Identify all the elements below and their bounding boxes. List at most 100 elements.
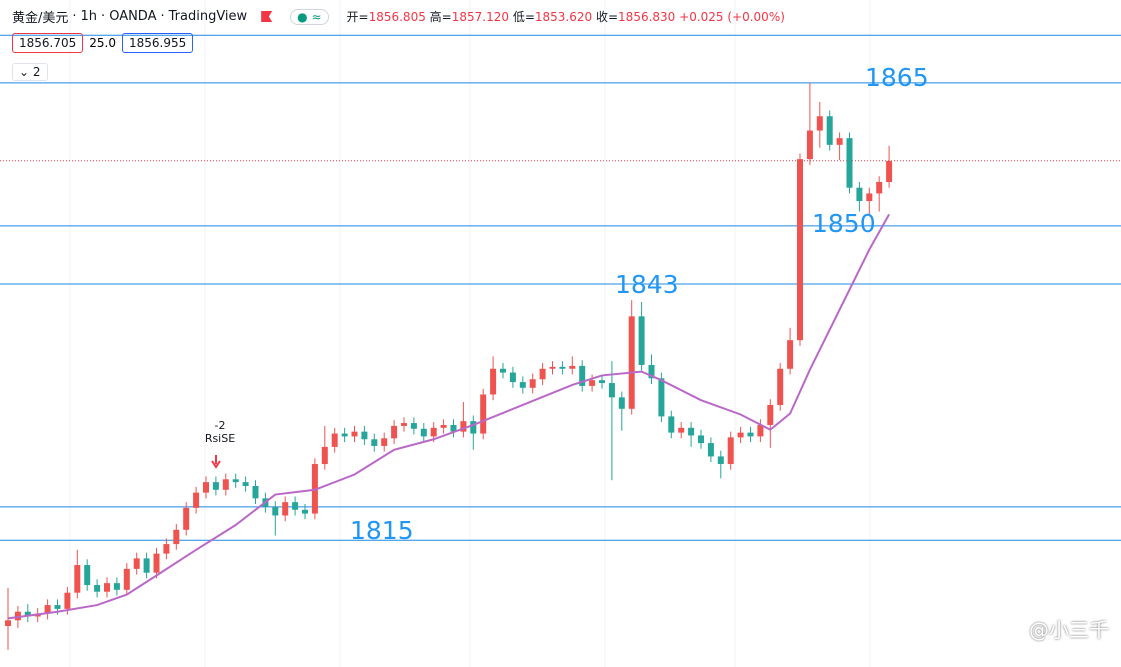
candle-body bbox=[381, 438, 388, 446]
candle-body bbox=[628, 316, 635, 409]
annotation: 1815 bbox=[350, 516, 414, 545]
candle-body bbox=[361, 431, 368, 440]
candle-body bbox=[846, 138, 853, 188]
candle-body bbox=[123, 568, 130, 590]
broker: OANDA bbox=[109, 9, 157, 24]
sep: · bbox=[160, 9, 165, 24]
moving-average bbox=[7, 213, 890, 620]
candle-body bbox=[668, 416, 675, 433]
bid[interactable]: 1856.705 bbox=[12, 33, 84, 53]
candle-body bbox=[826, 116, 833, 145]
candle-body bbox=[737, 432, 744, 438]
candle-body bbox=[470, 421, 477, 434]
candle-body bbox=[331, 433, 338, 447]
candle-body bbox=[638, 316, 645, 365]
candle-body bbox=[599, 380, 605, 384]
candle-body bbox=[539, 368, 546, 380]
source: TradingView bbox=[168, 9, 248, 24]
candle-body bbox=[44, 605, 51, 614]
grid bbox=[69, 0, 871, 667]
candle-body bbox=[212, 482, 219, 490]
signal-arrow bbox=[211, 455, 221, 469]
candle-body bbox=[767, 404, 774, 425]
candle-body bbox=[816, 116, 823, 131]
candle-body bbox=[143, 558, 150, 573]
candle-body bbox=[757, 424, 764, 437]
flag[interactable] bbox=[261, 11, 273, 22]
candle-body bbox=[509, 372, 516, 383]
candle-body bbox=[460, 421, 467, 432]
candle-body bbox=[698, 435, 704, 444]
quote-row: 1856.705 25.0 1856.955 bbox=[12, 33, 194, 53]
annotation: 1843 bbox=[615, 270, 679, 299]
ohlc-label: 高= bbox=[429, 10, 452, 24]
candle-body bbox=[153, 553, 160, 573]
candle-body bbox=[500, 368, 506, 373]
candle-body bbox=[608, 383, 615, 398]
candle-body bbox=[24, 611, 31, 617]
candle-body bbox=[272, 506, 279, 516]
candle-body bbox=[94, 585, 101, 592]
candle-body bbox=[183, 507, 190, 530]
candle-body bbox=[163, 544, 170, 554]
candle-body bbox=[797, 159, 803, 341]
watermark: @小三千 bbox=[1029, 618, 1109, 642]
ohlc-value: 1856.805 bbox=[368, 10, 426, 24]
ohlc-label: 开= bbox=[346, 10, 369, 24]
ohlc-value: 1856.830 bbox=[618, 10, 676, 24]
ask[interactable]: 1856.955 bbox=[121, 33, 194, 53]
candle-body bbox=[559, 366, 566, 369]
annotation: 1850 bbox=[812, 209, 876, 238]
candle-body bbox=[569, 365, 576, 369]
candle-body bbox=[292, 502, 299, 510]
candle-body bbox=[242, 482, 249, 486]
candle-body bbox=[866, 193, 873, 202]
indicator-toggle[interactable]: ⌄ 2 bbox=[12, 63, 48, 81]
symbol: 黄金/美元 bbox=[12, 11, 69, 26]
candle-body bbox=[133, 558, 140, 569]
candle-body bbox=[529, 379, 536, 388]
candle-body bbox=[450, 424, 457, 432]
signal-value: -2 bbox=[214, 419, 226, 432]
candle-body bbox=[351, 431, 358, 437]
candle-body bbox=[717, 456, 724, 465]
ohlc-label: 收= bbox=[595, 10, 619, 24]
candle-body bbox=[688, 427, 695, 436]
candle-body bbox=[727, 437, 734, 465]
candle-body bbox=[747, 432, 754, 437]
ohlc-value: 1853.620 bbox=[534, 10, 593, 24]
candle-body bbox=[14, 611, 21, 621]
candle-body bbox=[440, 424, 447, 428]
sep: · bbox=[101, 9, 106, 24]
candle-body bbox=[707, 443, 714, 457]
candle-body bbox=[886, 161, 893, 182]
candle-body bbox=[401, 423, 407, 426]
candle-body bbox=[787, 340, 794, 369]
candle-body bbox=[876, 181, 883, 194]
candle-body bbox=[519, 382, 526, 388]
candle-body bbox=[391, 425, 398, 439]
indicator-count: 2 bbox=[32, 65, 41, 79]
candle-body bbox=[430, 427, 437, 437]
candle-body bbox=[371, 439, 378, 446]
candle-body bbox=[836, 138, 843, 145]
candle-body bbox=[589, 380, 596, 386]
ohlc: 开=1856.805 高=1857.120 低=1853.620 收=1856.… bbox=[347, 8, 785, 25]
candle-body bbox=[420, 428, 427, 437]
candle-body bbox=[618, 397, 625, 409]
candle-body bbox=[777, 368, 784, 405]
candle-body bbox=[658, 378, 665, 417]
candle-body bbox=[74, 565, 81, 593]
header: 黄金/美元 · 1h · OANDA · TradingView ● ≈ 开=1856… bbox=[12, 7, 785, 26]
candle-body bbox=[113, 583, 120, 590]
status-pill[interactable]: ● ≈ bbox=[290, 8, 329, 25]
candle-body bbox=[54, 605, 61, 609]
candle-body bbox=[104, 583, 110, 592]
candle-body bbox=[410, 423, 417, 429]
candle-body bbox=[173, 529, 180, 545]
candle-body bbox=[282, 502, 289, 516]
candle-body bbox=[341, 433, 348, 437]
ohlc-label: 低= bbox=[512, 10, 535, 24]
candle-body bbox=[232, 479, 239, 483]
